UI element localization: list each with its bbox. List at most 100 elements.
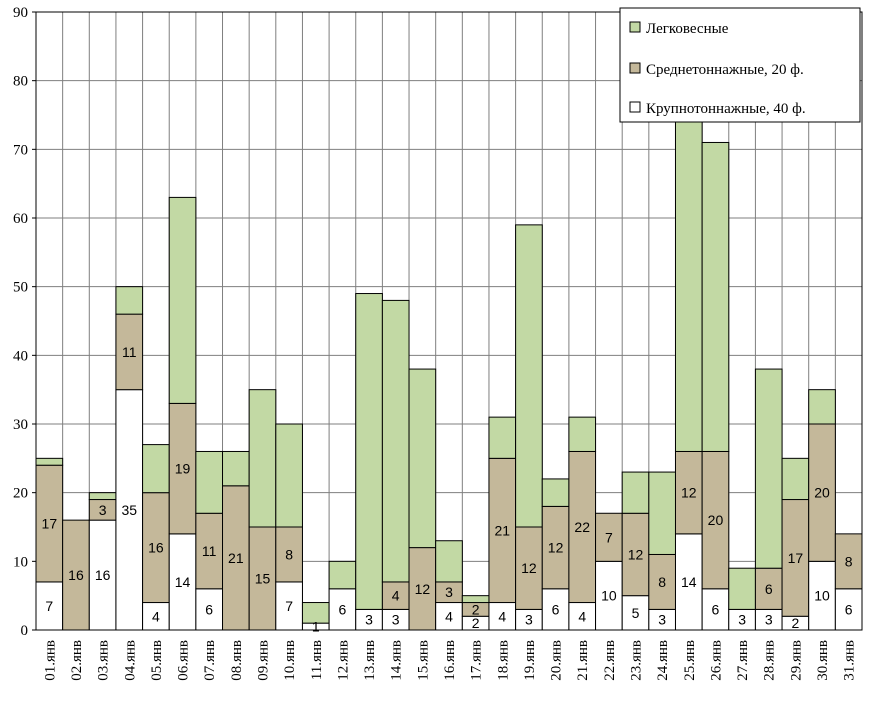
data-label: 3: [765, 612, 773, 628]
x-tick-label: 12.янв: [335, 640, 351, 681]
y-tick-label: 80: [13, 74, 28, 90]
bar-segment-light: [408, 368, 437, 549]
x-tick-label: 21.янв: [575, 640, 591, 681]
legend: Легковесные Среднетоннажные, 20 ф. Крупн…: [619, 7, 861, 123]
legend-label-medium: Среднетоннажные, 20 ф.: [646, 62, 804, 78]
bar-segment-light: [142, 444, 170, 494]
data-label: 14: [175, 574, 191, 590]
data-label: 15: [255, 571, 271, 587]
legend-label-heavy: Крупнотоннажные, 40 ф.: [646, 101, 806, 117]
bar-segment-light: [355, 293, 383, 610]
bar-segment-light: [222, 450, 250, 487]
data-label: 3: [99, 502, 107, 518]
legend-swatch-light: [629, 21, 641, 33]
bar-segment-light: [88, 492, 117, 501]
y-tick-label: 30: [13, 417, 28, 433]
bar-segment-heavy: [275, 581, 303, 631]
data-label: 17: [42, 516, 58, 532]
bar-segment-light: [781, 457, 810, 501]
bars: [35, 114, 863, 631]
data-label: 6: [712, 601, 720, 617]
x-tick-label: 22.янв: [602, 640, 618, 681]
bar-segment-light: [248, 389, 277, 528]
data-label: 12: [628, 546, 644, 562]
x-tick-label: 09.янв: [255, 640, 271, 681]
data-label: 11: [122, 344, 137, 360]
x-tick-label: 29.янв: [788, 640, 804, 681]
data-label: 2: [472, 601, 480, 617]
y-tick-label: 20: [13, 486, 28, 502]
bar-segment-medium: [754, 567, 783, 610]
x-tick-label: 30.янв: [815, 640, 831, 681]
bar-segment-medium: [701, 450, 730, 590]
data-label: 6: [765, 581, 773, 597]
x-tick-label: 13.янв: [362, 640, 378, 681]
y-axis-ticks: 0 10 20 30 40 50 60 70 80 90: [13, 5, 36, 639]
legend-box: [619, 7, 861, 123]
x-tick-label: 26.янв: [708, 640, 724, 681]
bar-segment-light: [488, 416, 517, 459]
data-label: 16: [95, 567, 111, 583]
data-label: 21: [495, 522, 511, 538]
data-label: 10: [814, 588, 830, 604]
data-label: 21: [228, 550, 244, 566]
bar-segment-medium: [115, 313, 144, 391]
y-tick-label: 90: [13, 5, 28, 21]
bar-segment-light: [381, 299, 410, 583]
data-label: 11: [202, 543, 217, 559]
x-tick-label: 11.янв: [309, 640, 325, 680]
data-label: 4: [498, 608, 506, 624]
x-tick-label: 08.янв: [229, 640, 245, 681]
bar-segment-light: [701, 141, 730, 452]
data-label: 8: [658, 574, 666, 590]
plot-border: [35, 11, 863, 631]
bar-segment-light: [435, 540, 463, 583]
bar-segment-light: [328, 560, 357, 590]
data-label: 8: [845, 553, 853, 569]
data-label: 4: [578, 608, 586, 624]
bar-segment-light: [168, 196, 197, 404]
x-tick-label: 27.янв: [735, 640, 751, 681]
bar-segment-light: [195, 450, 224, 514]
bar-segment-medium: [275, 526, 303, 583]
bar-segment-light: [275, 423, 303, 528]
data-label: 16: [148, 540, 164, 556]
data-label: 4: [445, 608, 453, 624]
x-tick-label: 04.янв: [122, 640, 138, 681]
x-tick-label: 23.янв: [629, 640, 645, 681]
y-tick-label: 60: [13, 211, 28, 227]
y-tick-label: 50: [13, 280, 28, 296]
data-label: 2: [791, 615, 799, 631]
x-tick-label: 16.янв: [442, 640, 458, 681]
data-label: 12: [521, 560, 537, 576]
x-tick-label: 10.янв: [282, 640, 298, 681]
data-label: 17: [788, 550, 804, 566]
legend-swatch-heavy: [629, 101, 641, 113]
y-tick-label: 70: [13, 142, 28, 158]
x-tick-label: 17.янв: [469, 640, 485, 681]
data-label: 2: [472, 615, 480, 631]
bar-segment-medium: [195, 512, 224, 590]
data-label: 5: [632, 605, 640, 621]
data-label: 10: [601, 588, 617, 604]
bar-segment-light: [115, 286, 144, 315]
data-label: 7: [285, 598, 293, 614]
bar-segment-medium: [808, 423, 836, 562]
data-label: 6: [339, 601, 347, 617]
data-label: 16: [68, 567, 84, 583]
x-tick-label: 02.янв: [69, 640, 85, 681]
bar-segment-light: [621, 471, 650, 514]
data-label: 19: [175, 461, 191, 477]
data-label: 3: [738, 612, 746, 628]
x-tick-label: 15.янв: [415, 640, 431, 681]
data-label: 3: [525, 612, 533, 628]
data-label: 7: [605, 529, 613, 545]
x-tick-label: 18.янв: [495, 640, 511, 681]
bar-segment-heavy: [568, 602, 597, 631]
bar-segment-heavy: [88, 519, 117, 631]
data-label: 6: [845, 601, 853, 617]
x-tick-label: 03.янв: [96, 640, 112, 681]
y-tick-label: 0: [21, 623, 29, 639]
